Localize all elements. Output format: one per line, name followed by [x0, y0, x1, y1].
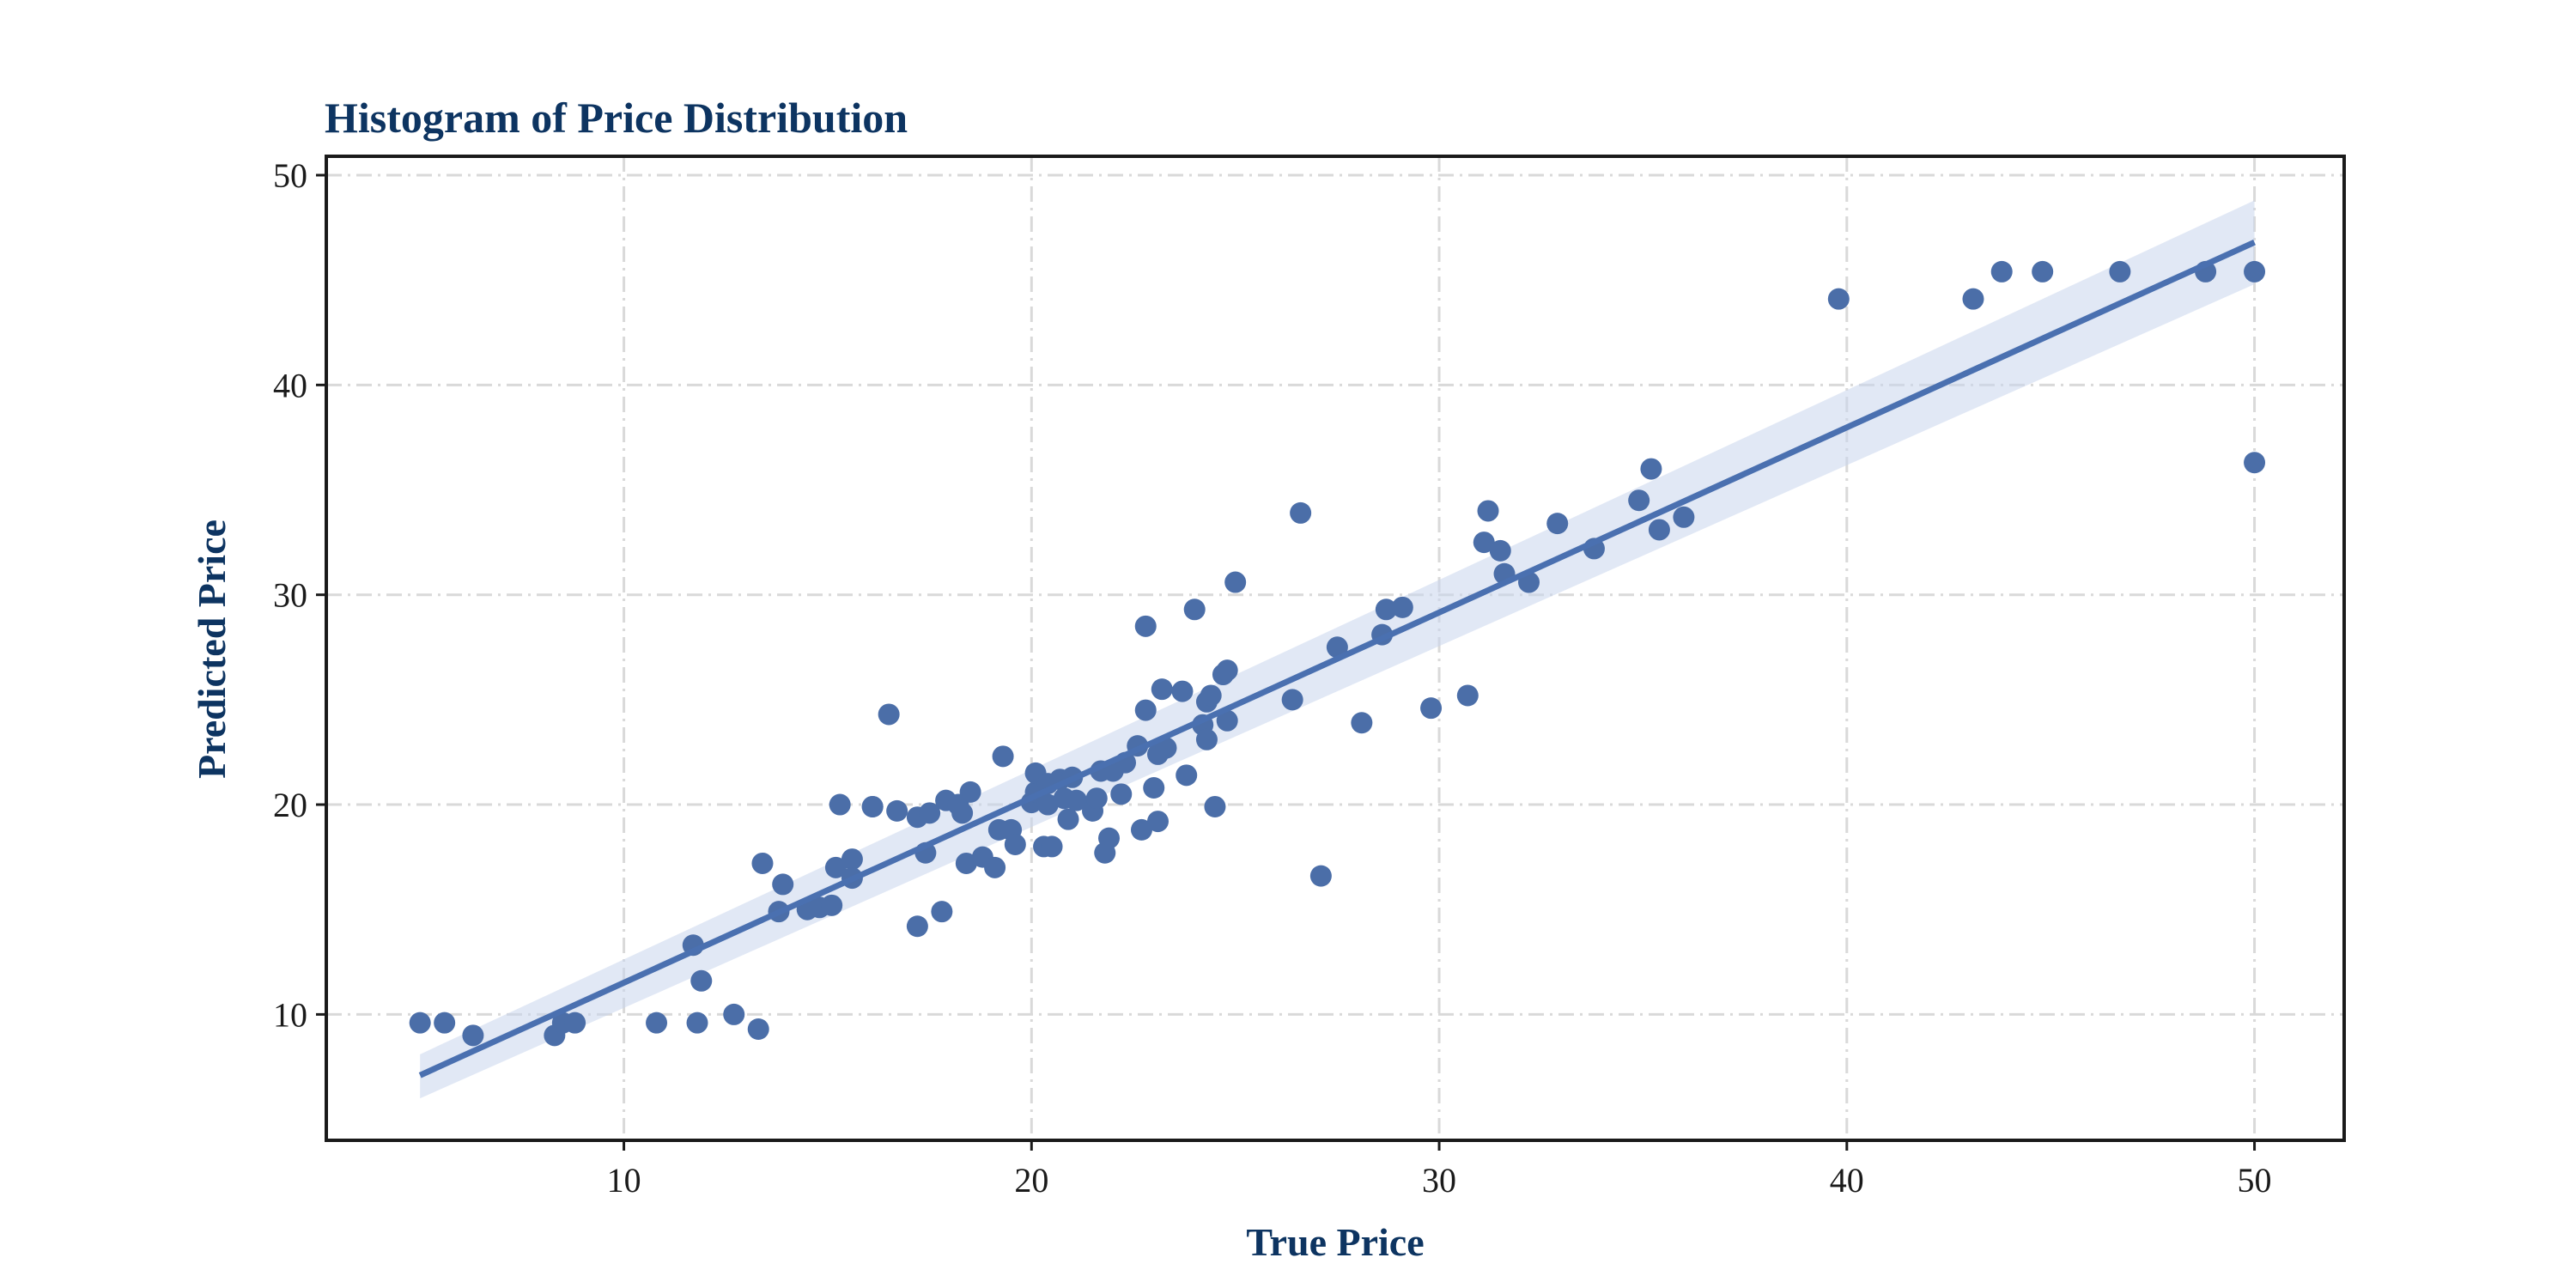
data-point: [959, 781, 981, 803]
regression-line-group: [418, 239, 2257, 1078]
data-point: [1489, 539, 1511, 562]
data-point: [1309, 865, 1332, 887]
data-point: [1146, 811, 1169, 833]
data-point: [1151, 678, 1173, 701]
y-axis-label: Predicted Price: [190, 519, 234, 779]
data-point: [1098, 827, 1121, 849]
data-point: [1326, 636, 1348, 659]
x-tick-label: 50: [2238, 1161, 2272, 1200]
data-point: [886, 799, 908, 822]
data-point: [723, 1003, 745, 1025]
data-point: [2032, 260, 2054, 283]
data-point: [919, 802, 941, 824]
y-tick-label: 20: [273, 786, 307, 824]
x-tick-label: 20: [1014, 1161, 1048, 1200]
data-point: [1827, 288, 1850, 310]
x-axis-label: True Price: [1246, 1220, 1424, 1264]
data-point: [1640, 458, 1662, 480]
data-point: [1673, 506, 1695, 528]
data-point: [951, 802, 974, 824]
data-point: [1456, 684, 1479, 707]
data-point: [1155, 737, 1177, 759]
data-point: [906, 915, 928, 938]
data-point: [829, 793, 851, 816]
y-tick-label: 30: [273, 576, 307, 615]
data-point: [878, 703, 900, 726]
data-point: [1216, 659, 1238, 682]
data-point: [1224, 571, 1247, 593]
data-point: [821, 894, 843, 916]
data-point: [772, 873, 794, 896]
regression-line: [418, 239, 2257, 1078]
data-point: [955, 852, 977, 874]
data-point: [1204, 795, 1226, 817]
chart-title: Histogram of Price Distribution: [325, 94, 908, 142]
data-point: [1473, 532, 1495, 554]
data-point: [824, 856, 847, 878]
y-tick-label: 50: [273, 156, 307, 195]
plot-frame: [325, 155, 2346, 1142]
data-point: [1195, 728, 1218, 750]
x-axis-ticks: 10 20 30 40 50: [607, 1140, 2272, 1200]
data-point: [1057, 808, 1079, 830]
data-point: [1290, 501, 1312, 524]
data-point: [686, 1012, 708, 1034]
data-point: [1391, 596, 1413, 618]
data-point: [1041, 835, 1063, 858]
data-point: [690, 969, 713, 992]
data-point: [1085, 787, 1108, 810]
data-point: [1066, 789, 1088, 811]
data-point: [841, 848, 863, 871]
data-point: [2244, 260, 2266, 283]
data-point: [1143, 776, 1165, 799]
data-point: [992, 745, 1014, 768]
data-point: [1375, 598, 1397, 621]
data-point: [409, 1012, 431, 1034]
data-point: [1648, 519, 1670, 541]
data-point: [1004, 833, 1026, 855]
data-point: [1176, 764, 1198, 787]
data-point: [1351, 712, 1373, 734]
data-point: [564, 1012, 586, 1034]
data-point: [1628, 489, 1650, 512]
data-point: [1546, 513, 1569, 535]
data-point: [1036, 793, 1059, 816]
data-point: [861, 795, 884, 817]
data-point: [1216, 709, 1238, 732]
data-point: [1110, 783, 1133, 805]
data-point: [751, 852, 774, 874]
data-point: [1134, 699, 1157, 721]
data-point: [1130, 818, 1152, 841]
data-point: [1171, 680, 1194, 702]
data-point: [1420, 697, 1443, 720]
data-point: [747, 1018, 769, 1040]
data-point: [1477, 500, 1499, 522]
data-point: [984, 856, 1006, 878]
data-point: [462, 1024, 484, 1047]
x-tick-label: 40: [1830, 1161, 1864, 1200]
data-point: [2109, 260, 2131, 283]
data-point: [1134, 615, 1157, 637]
data-point: [1200, 684, 1222, 707]
data-point: [1281, 689, 1303, 711]
y-tick-label: 10: [273, 995, 307, 1034]
x-tick-label: 10: [607, 1161, 641, 1200]
data-point: [1990, 260, 2013, 283]
data-point: [1962, 288, 1984, 310]
x-tick-label: 30: [1422, 1161, 1456, 1200]
data-point: [931, 901, 953, 923]
data-point: [434, 1012, 456, 1034]
data-point: [2244, 452, 2266, 474]
data-point: [1183, 598, 1206, 621]
data-points: [409, 260, 2266, 1047]
y-axis-ticks: 10 20 30 40 50: [273, 156, 326, 1034]
data-point: [646, 1012, 668, 1034]
y-tick-label: 40: [273, 366, 307, 404]
